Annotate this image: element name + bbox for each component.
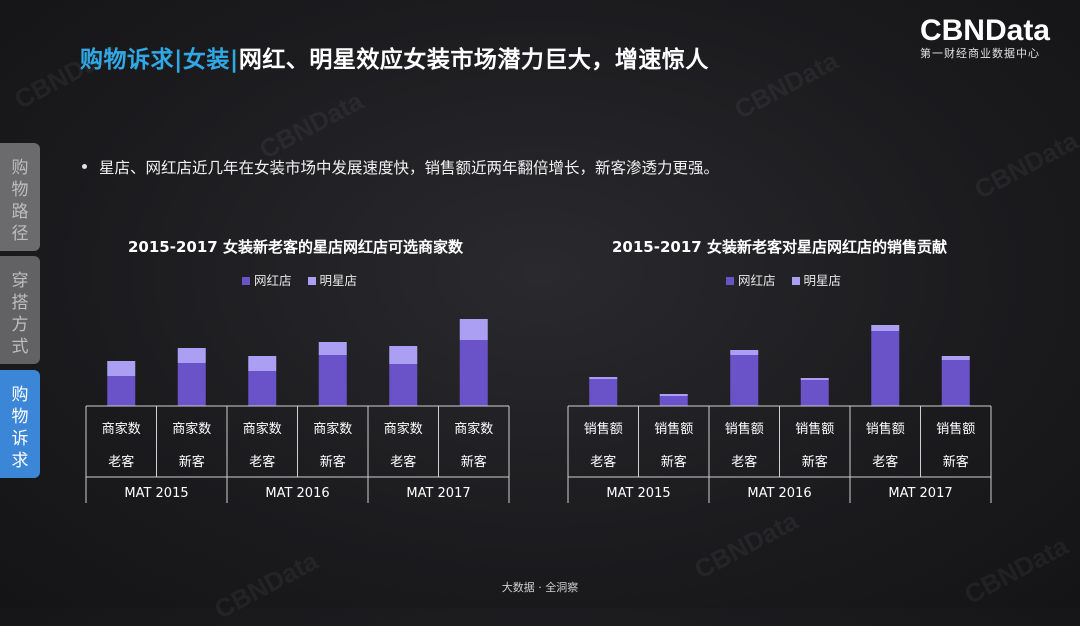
bar-mingxing <box>800 378 829 380</box>
chart-title-sales: 2015-2017 女装新老客对星店网红店的销售贡献 <box>612 238 947 256</box>
tick-label-customer: 老客 <box>872 454 898 470</box>
bar-wanghong <box>318 355 347 406</box>
tick-label-metric: 销售额 <box>654 421 693 437</box>
legend-swatch <box>726 276 734 285</box>
legend-item: 网红店 <box>242 273 292 288</box>
tick-label-metric: 商家数 <box>384 421 423 437</box>
bar-mingxing <box>318 342 347 355</box>
bar-mingxing <box>459 319 488 340</box>
legend-label: 网红店 <box>254 273 292 288</box>
bar-mingxing <box>941 356 970 360</box>
bullet-point: 星店、网红店近几年在女装市场中发展速度快，销售额近两年翻倍增长，新客渗透力更强。 <box>82 156 719 178</box>
tick-label-metric: 商家数 <box>313 421 352 437</box>
legend-swatch <box>242 276 250 285</box>
tick-label-customer: 老客 <box>390 454 416 470</box>
tick-label-customer: 新客 <box>802 454 828 470</box>
logo-brand: CBNData <box>919 14 1050 47</box>
tick-label-customer: 新客 <box>179 454 205 470</box>
slide-title: 购物诉求|女装|网红、明星效应女装市场潜力巨大，增速惊人 <box>80 40 709 74</box>
tick-label-metric: 销售额 <box>795 421 834 437</box>
bullet-text: 星店、网红店近几年在女装市场中发展速度快，销售额近两年翻倍增长，新客渗透力更强。 <box>99 159 720 177</box>
sidebar-item-shopping-path[interactable]: 购物路径 <box>0 143 40 251</box>
legend-item: 明星店 <box>791 273 842 288</box>
bar-mingxing <box>177 348 206 363</box>
tick-label-metric: 商家数 <box>454 421 493 437</box>
bar-mingxing <box>659 394 688 396</box>
bar-wanghong <box>589 379 618 406</box>
legend-swatch <box>791 276 800 285</box>
bar-wanghong <box>459 340 488 406</box>
tick-label-group: MAT 2017 <box>888 486 952 501</box>
bar-mingxing <box>107 361 136 376</box>
legend-item: 网红店 <box>726 273 776 288</box>
legend-item: 明星店 <box>307 273 358 288</box>
bar-wanghong <box>389 364 418 406</box>
footer-tagline: 大数据 · 全洞察 <box>501 581 579 594</box>
sidebar-item-label: 购物诉求 <box>11 385 29 471</box>
tick-label-group: MAT 2016 <box>265 486 329 501</box>
tick-label-metric: 商家数 <box>172 421 211 437</box>
legend-label: 明星店 <box>319 273 358 288</box>
sidebar-item-outfit-style[interactable]: 穿搭方式 <box>0 256 40 364</box>
tick-label-customer: 新客 <box>943 454 969 470</box>
tick-label-group: MAT 2015 <box>124 486 188 501</box>
bar-mingxing <box>589 377 618 379</box>
cbndata-logo: CBNData 第一财经商业数据中心 <box>920 14 1050 61</box>
bar-wanghong <box>730 355 759 406</box>
logo-subtitle: 第一财经商业数据中心 <box>919 47 1040 60</box>
tick-label-customer: 老客 <box>590 454 616 470</box>
tick-label-customer: 老客 <box>108 454 134 470</box>
bullet-dot-icon <box>82 164 87 169</box>
bar-mingxing <box>871 325 900 331</box>
chart-legend-sales: 网红店 明星店 <box>726 270 853 289</box>
tick-label-metric: 销售额 <box>936 421 975 437</box>
bar-wanghong <box>871 331 900 406</box>
legend-label: 明星店 <box>803 273 842 288</box>
tick-label-customer: 老客 <box>731 454 757 470</box>
bar-wanghong <box>941 360 970 406</box>
bar-wanghong <box>177 363 206 406</box>
chart-legend-merchants: 网红店 明星店 <box>242 270 369 289</box>
bar-mingxing <box>389 346 418 364</box>
tick-label-customer: 新客 <box>661 454 687 470</box>
tick-label-group: MAT 2016 <box>747 486 811 501</box>
chart-title-merchants: 2015-2017 女装新老客的星店网红店可选商家数 <box>128 238 463 256</box>
tick-label-customer: 老客 <box>249 454 275 470</box>
bar-wanghong <box>248 371 277 406</box>
legend-swatch <box>307 276 316 285</box>
bar-mingxing <box>730 350 759 355</box>
tick-label-customer: 新客 <box>320 454 346 470</box>
tick-label-metric: 商家数 <box>102 421 141 437</box>
tick-label-metric: 销售额 <box>866 421 905 437</box>
sidebar-item-shopping-demand[interactable]: 购物诉求 <box>0 370 40 478</box>
sidebar-item-label: 穿搭方式 <box>11 271 29 357</box>
title-rest: 网红、明星效应女装市场潜力巨大，增速惊人 <box>238 47 709 73</box>
tick-label-metric: 销售额 <box>725 421 764 437</box>
bar-wanghong <box>800 380 829 406</box>
bar-wanghong <box>107 376 136 406</box>
tick-label-group: MAT 2017 <box>406 486 470 501</box>
tick-label-customer: 新客 <box>461 454 487 470</box>
tick-label-metric: 商家数 <box>243 421 282 437</box>
legend-label: 网红店 <box>738 273 776 288</box>
bar-mingxing <box>248 356 277 371</box>
sidebar-item-label: 购物路径 <box>11 158 29 244</box>
title-highlight: 购物诉求|女装| <box>80 47 239 73</box>
tick-label-metric: 销售额 <box>584 421 623 437</box>
bar-wanghong <box>659 396 688 406</box>
tick-label-group: MAT 2015 <box>606 486 670 501</box>
